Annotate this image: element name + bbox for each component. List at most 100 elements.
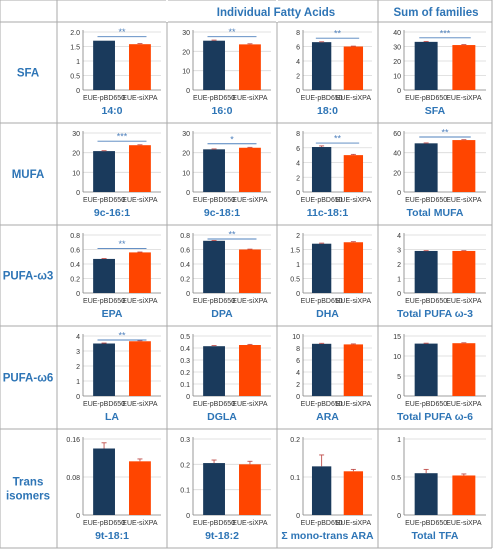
header-sum-of-families: Sum of families [394,7,479,19]
chart-title: 18:0 [317,105,338,117]
y-tick-label: 0 [186,394,190,401]
chart-title: SFA [425,105,446,117]
y-tick-label: 0.16 [66,437,80,444]
chart-title: Total PUFA ω-3 [397,308,473,320]
header-individual-fatty-acids: Individual Fatty Acids [217,7,335,19]
x-tick-label: EUE-siXPA [446,298,482,305]
bar-sixpa [343,471,364,515]
chart-title: 9c-18:1 [204,207,240,219]
bar-pbd650 [414,473,438,515]
x-tick-label: EUE-pBD650 [83,298,125,305]
y-tick-label: 1 [397,437,401,444]
y-tick-label: 40 [393,30,401,37]
y-tick-label: 20 [72,151,80,158]
bar-sixpa [343,46,364,90]
y-tick-label: 20 [182,151,190,158]
x-tick-label: EUE-pBD650 [83,197,125,204]
significance-stars: ** [441,128,449,138]
y-tick-label: 0 [76,513,80,520]
y-tick-label: 8 [296,131,300,138]
y-tick-label: 0.6 [70,248,80,255]
x-tick-label: EUE-pBD650 [193,95,235,102]
x-tick-label: EUE-siXPA [446,95,482,102]
bar-sixpa [129,145,151,192]
y-tick-label: 10 [393,74,401,81]
y-tick-label: 0.1 [290,475,300,482]
charts: 00.511.52.0EUE-pBD650EUE-siXPA**14:00102… [66,27,486,542]
bar-pbd650 [414,343,438,396]
chart-title: Total MUFA [407,207,464,219]
significance-stars: ** [228,230,236,240]
y-tick-label: 0 [186,291,190,298]
bar-pbd650 [93,151,115,192]
y-tick-label: 0 [397,291,401,298]
y-tick-label: 2 [296,175,300,182]
y-tick-label: 8 [296,30,300,37]
x-tick-label: EUE-siXPA [122,401,158,408]
y-tick-label: 6 [296,146,300,153]
row-label: Trans isomers [6,477,50,503]
y-tick-label: 2 [296,382,300,389]
chart-title: Total PUFA ω-6 [397,411,473,423]
x-tick-label: EUE-siXPA [122,298,158,305]
bar-sixpa [129,461,151,515]
row-label: MUFA [12,169,45,181]
bar-sixpa [452,140,476,192]
significance-stars: ** [118,27,126,37]
bar-pbd650 [203,40,225,90]
chart-title: 9c-16:1 [94,207,130,219]
y-tick-label: 30 [182,30,190,37]
y-tick-label: 10 [292,334,300,341]
y-tick-label: 20 [393,59,401,66]
x-tick-label: EUE-siXPA [232,520,268,527]
x-tick-label: EUE-pBD650 [193,197,235,204]
row-label: PUFA-ω3 [3,271,54,283]
bar-sixpa [239,147,261,192]
significance-stars: ** [118,239,126,249]
chart-title: LA [105,411,119,423]
significance-stars: *** [440,28,451,38]
bar-sixpa [452,343,476,396]
significance-stars: *** [117,132,128,142]
y-tick-label: 0.5 [391,475,401,482]
x-tick-label: EUE-pBD650 [405,95,447,102]
x-tick-label: EUE-pBD650 [301,298,343,305]
bar-sixpa [452,45,476,90]
y-tick-label: 4 [296,59,300,66]
bar-sixpa [129,252,151,293]
bar-sixpa [343,344,364,396]
y-tick-label: 0.8 [180,233,190,240]
x-tick-label: EUE-siXPA [232,197,268,204]
y-tick-label: 0.5 [180,334,190,341]
bar-pbd650 [311,42,332,90]
y-tick-label: 0.4 [180,346,190,353]
chart-title: DPA [211,308,233,320]
chart-title: DHA [316,308,339,320]
y-tick-label: 30 [72,131,80,138]
y-tick-label: 0.2 [180,462,190,469]
x-tick-label: EUE-siXPA [336,520,372,527]
y-tick-label: 0 [296,190,300,197]
bar-pbd650 [93,40,115,90]
x-tick-label: EUE-siXPA [232,95,268,102]
y-tick-label: 3 [76,349,80,356]
y-tick-label: 60 [393,131,401,138]
y-tick-label: 10 [182,69,190,76]
x-tick-label: EUE-pBD650 [405,298,447,305]
bar-sixpa [129,341,151,396]
row-label-line: Trans [13,477,44,489]
x-tick-label: EUE-pBD650 [301,520,343,527]
chart-title: 9t-18:2 [205,530,239,542]
y-tick-label: 2 [296,233,300,240]
row-label-line: isomers [6,491,50,503]
chart-20: 0 0.5 1 EUE-pBD650 EUE-siXPA Total TFA [391,437,486,542]
bar-pbd650 [93,258,115,293]
y-tick-label: 5 [397,374,401,381]
y-tick-label: 0 [296,513,300,520]
